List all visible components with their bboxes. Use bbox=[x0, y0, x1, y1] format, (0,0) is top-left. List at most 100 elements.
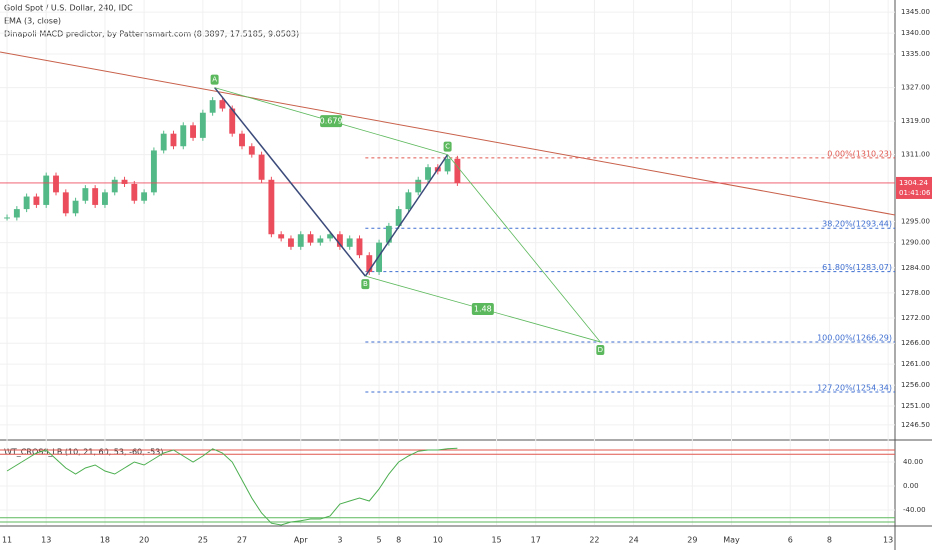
pattern-point-label: B bbox=[363, 280, 368, 288]
y-tick-label: 40.00 bbox=[903, 458, 923, 466]
candle bbox=[346, 238, 353, 247]
candle bbox=[415, 179, 422, 193]
y-tick-label: 1266.00 bbox=[901, 339, 930, 347]
candle bbox=[121, 179, 128, 184]
candle bbox=[366, 255, 373, 272]
candle bbox=[23, 196, 30, 210]
candle bbox=[82, 188, 89, 201]
candle bbox=[317, 238, 324, 243]
candle bbox=[131, 183, 138, 201]
candle bbox=[307, 234, 314, 243]
pattern-point-box bbox=[596, 344, 605, 355]
x-tick-label: 5 bbox=[377, 536, 382, 545]
trendline bbox=[0, 51, 896, 216]
x-tick-label: 25 bbox=[198, 536, 208, 545]
candle bbox=[454, 158, 461, 183]
candle bbox=[258, 154, 265, 180]
fib-label: 61.80%(1283.07) bbox=[822, 263, 892, 272]
x-tick-label: 13 bbox=[883, 536, 893, 545]
candle bbox=[150, 150, 157, 193]
candle bbox=[160, 133, 167, 151]
last-price-box bbox=[896, 176, 932, 199]
fib-label: 127.20%(1254.34) bbox=[817, 384, 892, 393]
y-tick-label: 1256.00 bbox=[901, 381, 930, 389]
pattern-point-box bbox=[210, 74, 219, 85]
y-tick-label: 0.00 bbox=[903, 482, 919, 490]
candle bbox=[229, 108, 236, 134]
x-tick-label: 8 bbox=[827, 536, 832, 545]
candle bbox=[43, 175, 50, 205]
fib-label: 0.00%(1310.23) bbox=[827, 149, 892, 158]
y-tick-label: 1327.00 bbox=[901, 84, 930, 92]
y-tick-label: 1278.00 bbox=[901, 289, 930, 297]
y-tick-label: -40.00 bbox=[903, 506, 926, 514]
x-tick-label: 24 bbox=[629, 536, 639, 545]
x-tick-label: 10 bbox=[433, 536, 443, 545]
subtitle: EMA (3, close) bbox=[4, 17, 61, 26]
oscillator-title: WT_CROSS_LB (10, 21, 60, 53, -60, -53) bbox=[4, 448, 163, 457]
pattern-leg bbox=[364, 154, 449, 277]
y-tick-label: 1251.00 bbox=[901, 402, 930, 410]
x-tick-label: 6 bbox=[788, 536, 793, 545]
y-tick-label: 1311.00 bbox=[901, 151, 930, 159]
candle bbox=[102, 192, 108, 205]
ratio-label: 0.679 bbox=[320, 117, 343, 126]
fib-label: 100.00%(1266.29) bbox=[817, 333, 892, 342]
candle bbox=[385, 225, 392, 243]
x-tick-label: 8 bbox=[396, 536, 401, 545]
y-tick-label: 1272.00 bbox=[901, 314, 930, 322]
pattern-point-label: D bbox=[598, 346, 603, 354]
candle bbox=[209, 100, 216, 113]
candle bbox=[239, 133, 245, 147]
candle bbox=[297, 234, 304, 247]
candle bbox=[288, 238, 294, 247]
candle bbox=[425, 167, 431, 180]
candle bbox=[395, 209, 402, 226]
subtitle: Dinapoli MACD predictor, by Patternsmart… bbox=[4, 30, 299, 39]
candle bbox=[190, 125, 196, 138]
candle bbox=[376, 242, 383, 272]
y-tick-label: 1290.00 bbox=[901, 239, 930, 247]
x-tick-label: 27 bbox=[237, 536, 247, 545]
candle bbox=[327, 234, 334, 239]
x-tick-label: 13 bbox=[41, 536, 51, 545]
candle bbox=[356, 238, 363, 256]
candle bbox=[170, 133, 177, 147]
candle bbox=[444, 158, 451, 172]
fib-label: 38.20%(1293.44) bbox=[822, 220, 892, 229]
candle bbox=[199, 112, 206, 138]
candle bbox=[141, 192, 148, 201]
candle bbox=[62, 192, 69, 214]
x-tick-label: 18 bbox=[100, 536, 110, 545]
x-tick-label: 11 bbox=[2, 536, 12, 545]
candle bbox=[405, 192, 412, 210]
x-tick-label: 3 bbox=[337, 536, 342, 545]
pattern-point-box bbox=[443, 141, 452, 152]
ratio-box bbox=[320, 115, 343, 128]
candle bbox=[33, 196, 40, 205]
ratio-box bbox=[471, 303, 494, 316]
x-tick-label: May bbox=[723, 536, 740, 545]
candle bbox=[180, 125, 187, 147]
candle bbox=[111, 179, 118, 193]
y-tick-label: 1295.00 bbox=[901, 218, 930, 226]
x-tick-label: 29 bbox=[687, 536, 697, 545]
y-tick-label: 1340.00 bbox=[901, 29, 930, 37]
countdown: 01:41:06 bbox=[899, 189, 931, 197]
pattern-line bbox=[447, 154, 601, 343]
x-tick-label: 15 bbox=[491, 536, 501, 545]
last-price-label: 1304.24 bbox=[899, 179, 928, 187]
y-tick-label: 1319.00 bbox=[901, 117, 930, 125]
candle bbox=[53, 175, 59, 193]
x-tick-label: 20 bbox=[139, 536, 149, 545]
pattern-point-label: C bbox=[445, 143, 450, 151]
candle bbox=[248, 146, 255, 155]
candle bbox=[219, 100, 226, 109]
y-tick-label: 1261.00 bbox=[901, 360, 930, 368]
y-tick-label: 1345.00 bbox=[901, 8, 930, 16]
y-tick-label: 1246.50 bbox=[901, 421, 930, 429]
oscillator-line bbox=[6, 447, 458, 526]
chart-title: Gold Spot / U.S. Dollar, 240, IDC bbox=[4, 4, 133, 13]
